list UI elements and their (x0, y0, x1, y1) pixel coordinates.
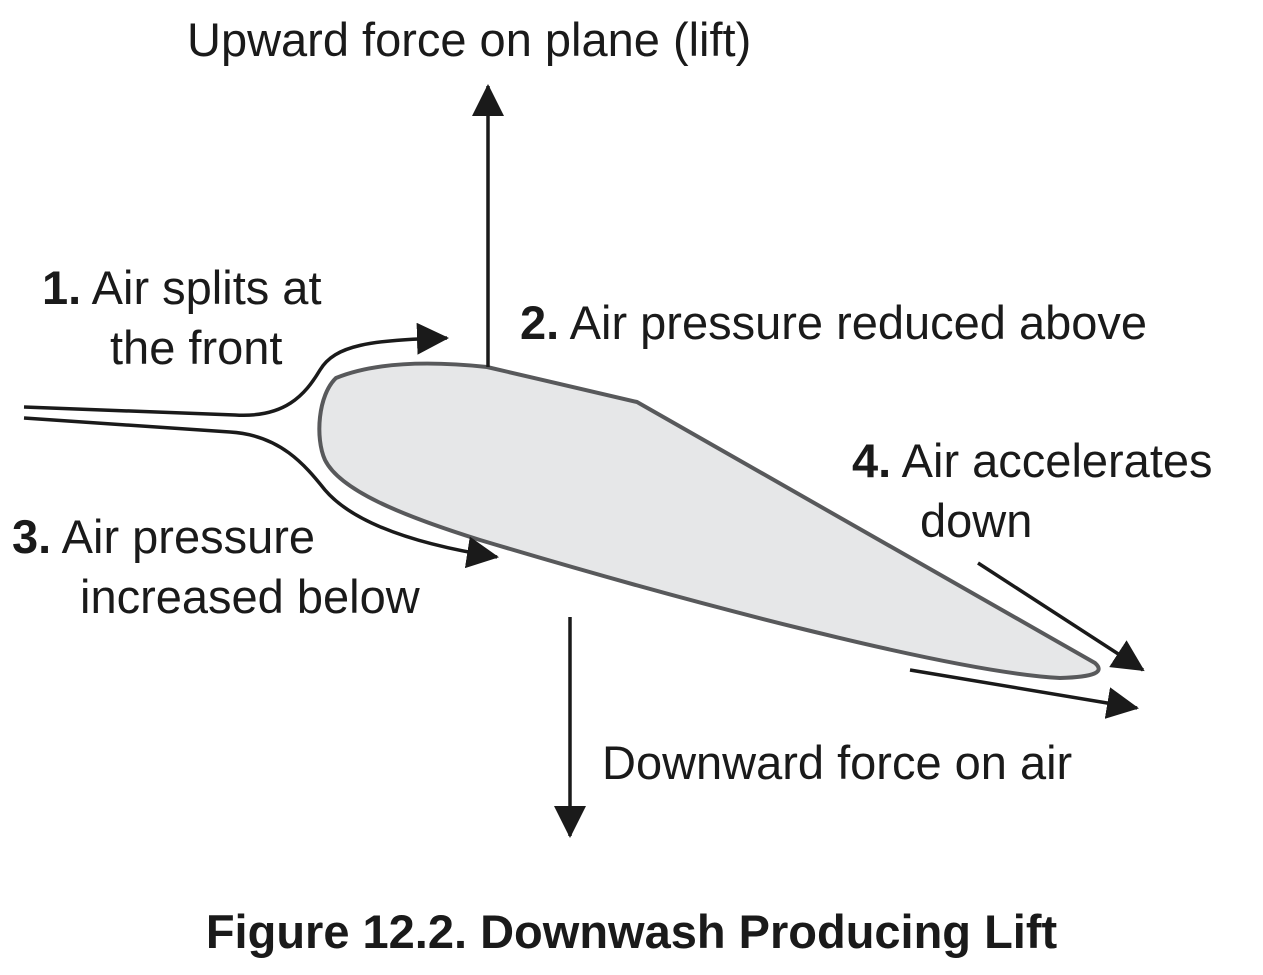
step4-label: 4. Air accelerates (852, 431, 1213, 491)
step4-number: 4. (852, 434, 892, 487)
step3-label: 3. Air pressure (12, 507, 315, 567)
upper-airflow-arrow (23, 322, 449, 417)
step2-line1: Air pressure reduced above (569, 296, 1148, 349)
step3-label-line2: increased below (80, 570, 420, 623)
step1-line1: Air splits at (91, 261, 322, 314)
figure-caption: Figure 12.2. Downwash Producing Lift (205, 905, 1058, 958)
step4-line1: Air accelerates (901, 434, 1213, 487)
downwash-upper-arrow (977, 561, 1145, 672)
step2-label: 2. Air pressure reduced above (520, 293, 1147, 353)
step1-number: 1. (42, 261, 82, 314)
downwash-lower-arrow (909, 668, 1139, 719)
airfoil-shape (317, 361, 1101, 680)
lower-airflow-arrow (23, 416, 499, 569)
lift-label: Upward force on plane (lift) (187, 13, 752, 66)
downward-force-label: Downward force on air (602, 736, 1073, 789)
step3-line1: Air pressure (61, 510, 316, 563)
step4-label-line2: down (920, 494, 1033, 547)
step2-number: 2. (520, 296, 560, 349)
step1-label-line2: the front (110, 321, 283, 374)
step1-label: 1. Air splits at (42, 258, 322, 318)
step3-number: 3. (12, 510, 52, 563)
